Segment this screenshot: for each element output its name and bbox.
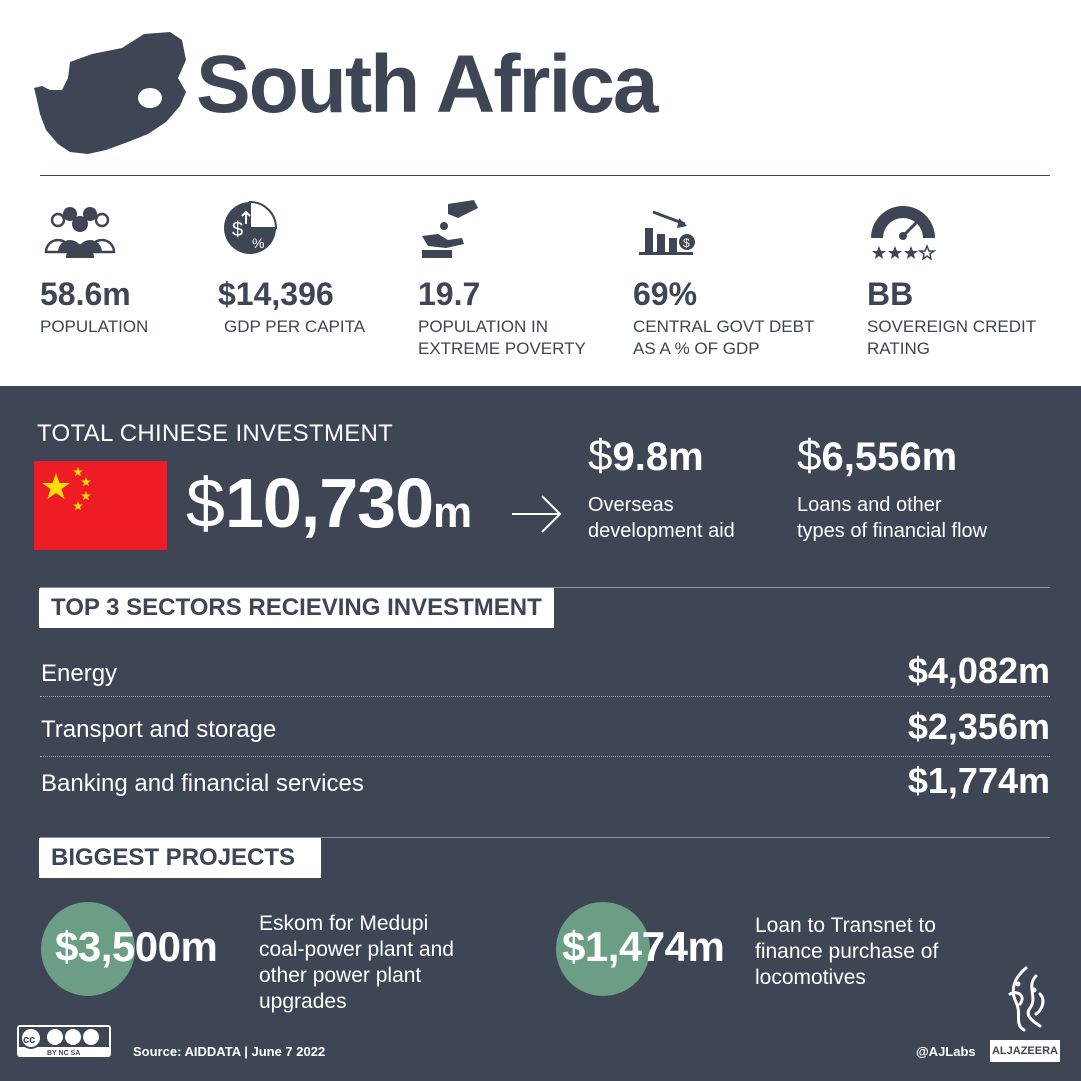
total-investment-amount: $10,730m [186, 464, 473, 542]
china-flag-icon [34, 461, 167, 550]
page-title: South Africa [196, 39, 658, 130]
loans-description: Loans and other types of financial flow [797, 494, 988, 542]
population-icon [44, 207, 116, 258]
stat-gdp-per-capita: $ % $14,396 GDP PER CAPITA [218, 200, 365, 336]
stat-govt-debt: $ 69% CENTRAL GOVT DEBT AS A % OF GDP [633, 200, 814, 358]
stat-value: 58.6m [40, 276, 131, 312]
row-divider [40, 756, 1050, 757]
source-credit: Source: AIDDATA | June 7 2022 [133, 1044, 326, 1059]
license-text: BY NC SA [47, 1050, 80, 1057]
row-divider [40, 696, 1050, 697]
stat-value: 69% [633, 276, 698, 312]
stat-value: $14,396 [218, 276, 334, 312]
arrow-right-icon [512, 495, 562, 533]
projects-heading: BIGGEST PROJECTS [39, 838, 322, 878]
sector-name: Banking and financial services [41, 770, 364, 797]
sector-row: Banking and financial services $1,774m [40, 754, 1050, 804]
aljazeera-badge: ALJAZEERA [990, 1040, 1060, 1062]
south-africa-map-icon [34, 32, 186, 154]
svg-text:$: $ [683, 236, 690, 250]
sector-amount: $4,082m [907, 650, 1050, 691]
project-amount: $3,500m [55, 923, 218, 970]
sectors-heading: TOP 3 SECTORS RECIEVING INVESTMENT [39, 588, 554, 628]
creative-commons-icon: cc BY NC SA [17, 1025, 111, 1057]
svg-text:%: % [252, 235, 264, 251]
stat-credit-rating: BB SOVEREIGN CREDIT RATING [867, 200, 1036, 358]
stat-extreme-poverty: 19.7 POPULATION IN EXTREME POVERTY [418, 200, 586, 358]
country-header: South Africa 58.6m POPULATION [0, 0, 1081, 386]
project-circle [41, 902, 135, 996]
svg-text:cc: cc [23, 1034, 35, 1046]
stat-label: CENTRAL GOVT DEBT AS A % OF GDP [633, 317, 815, 358]
stat-value: BB [867, 276, 914, 312]
loans-breakdown: $6,556m Loans and other types of financia… [797, 434, 987, 544]
sector-name: Transport and storage [41, 716, 277, 743]
debt-chart-icon: $ [639, 210, 695, 255]
ajlabs-handle: @AJLabs [916, 1044, 976, 1059]
project-description: Loan to Transnet to finance purchase of … [755, 914, 939, 989]
section-divider [40, 837, 1050, 838]
stat-label: POPULATION IN EXTREME POVERTY [418, 317, 586, 358]
loans-amount: $6,556m [797, 431, 958, 480]
stat-label: POPULATION [40, 317, 149, 336]
svg-text:$: $ [232, 219, 243, 241]
aid-breakdown: $9.8m Overseas development aid [588, 434, 735, 544]
stat-value: 19.7 [418, 276, 481, 312]
sector-row: Transport and storage $2,356m [40, 700, 1050, 750]
section-divider [40, 587, 1050, 588]
aid-amount: $9.8m [588, 431, 704, 480]
gdp-icon: $ % [224, 200, 278, 254]
credit-gauge-icon [871, 206, 937, 260]
poverty-icon [422, 200, 478, 258]
aljazeera-logo-icon [1008, 966, 1045, 1032]
project-description: Eskom for Medupi coal-power plant and ot… [259, 912, 454, 1013]
sector-amount: $2,356m [907, 706, 1050, 747]
stat-label: SOVEREIGN CREDIT RATING [867, 317, 1037, 358]
sector-amount: $1,774m [907, 760, 1050, 801]
stat-population: 58.6m POPULATION [40, 200, 148, 336]
stat-label: GDP PER CAPITA [224, 317, 366, 336]
aid-description: Overseas development aid [588, 494, 735, 542]
total-investment-label: TOTAL CHINESE INVESTMENT [37, 420, 394, 447]
project-amount: $1,474m [562, 923, 725, 970]
sector-name: Energy [41, 660, 118, 687]
project-circle [556, 902, 650, 996]
investment-panel: TOTAL CHINESE INVESTMENT $10,730m $9.8m … [0, 386, 1081, 1081]
header-divider [40, 175, 1050, 176]
sector-row: Energy $4,082m [40, 644, 1050, 694]
